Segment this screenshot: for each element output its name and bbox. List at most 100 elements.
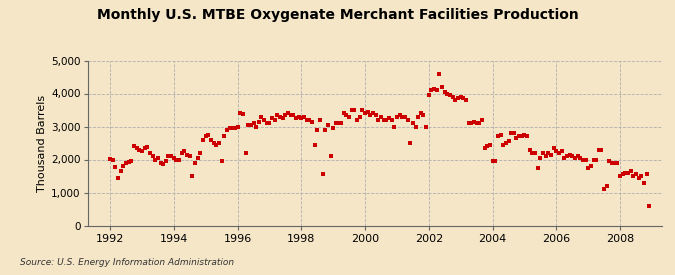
Point — [331, 121, 342, 125]
Point — [468, 119, 479, 124]
Point — [493, 134, 504, 139]
Point — [179, 149, 190, 153]
Point — [107, 158, 118, 162]
Point — [203, 133, 214, 137]
Point — [431, 88, 442, 92]
Point — [477, 118, 487, 122]
Point — [264, 121, 275, 125]
Point — [610, 161, 620, 165]
Point — [110, 164, 121, 169]
Point — [286, 113, 296, 117]
Point — [564, 152, 575, 157]
Point — [200, 134, 211, 139]
Point — [389, 124, 400, 129]
Point — [121, 161, 132, 165]
Point — [543, 151, 554, 155]
Point — [243, 123, 254, 127]
Point — [383, 116, 394, 120]
Point — [548, 146, 559, 150]
Point — [368, 111, 379, 116]
Point — [134, 147, 144, 152]
Point — [126, 159, 137, 163]
Point — [306, 119, 317, 124]
Point — [511, 136, 522, 140]
Point — [402, 118, 413, 122]
Point — [400, 114, 410, 119]
Point — [176, 151, 187, 155]
Point — [211, 142, 221, 147]
Point — [570, 156, 580, 160]
Point — [559, 156, 570, 160]
Point — [283, 111, 294, 116]
Point — [426, 88, 437, 92]
Point — [604, 159, 615, 163]
Point — [315, 118, 325, 122]
Point — [530, 151, 541, 155]
Point — [227, 126, 238, 130]
Point — [171, 158, 182, 162]
Point — [474, 121, 485, 125]
Point — [346, 108, 357, 112]
Point — [259, 118, 269, 122]
Point — [612, 161, 623, 165]
Point — [309, 142, 320, 147]
Point — [198, 138, 209, 142]
Point — [118, 164, 129, 168]
Point — [105, 157, 115, 161]
Point — [588, 157, 599, 162]
Point — [625, 169, 636, 173]
Point — [224, 126, 235, 130]
Point — [439, 90, 450, 94]
Point — [155, 161, 166, 165]
Point — [456, 95, 466, 99]
Point — [304, 118, 315, 122]
Point — [150, 157, 161, 162]
Point — [562, 154, 572, 158]
Point — [344, 114, 354, 119]
Point — [497, 142, 508, 147]
Point — [490, 159, 501, 163]
Point — [540, 154, 551, 158]
Point — [142, 145, 153, 149]
Point — [524, 147, 535, 152]
Point — [639, 180, 649, 185]
Point — [161, 159, 171, 163]
Point — [184, 154, 195, 158]
Point — [216, 159, 227, 163]
Point — [195, 151, 206, 155]
Point — [442, 91, 453, 96]
Point — [615, 174, 626, 178]
Point — [182, 152, 192, 157]
Point — [288, 113, 299, 117]
Point — [267, 116, 277, 120]
Point — [354, 114, 365, 119]
Point — [301, 118, 312, 122]
Point — [238, 112, 248, 116]
Point — [437, 85, 448, 89]
Point — [508, 131, 519, 135]
Point — [599, 187, 610, 191]
Point — [535, 156, 546, 160]
Point — [527, 151, 538, 155]
Point — [533, 166, 543, 170]
Point — [421, 124, 431, 129]
Point — [601, 184, 612, 188]
Point — [362, 109, 373, 114]
Point — [516, 134, 527, 139]
Point — [246, 123, 256, 127]
Point — [213, 141, 224, 145]
Point — [551, 149, 562, 153]
Point — [365, 113, 376, 117]
Point — [434, 72, 445, 76]
Point — [235, 111, 246, 116]
Point — [506, 131, 516, 135]
Point — [190, 161, 200, 165]
Point — [514, 134, 524, 139]
Point — [394, 113, 405, 117]
Point — [173, 157, 184, 162]
Point — [410, 124, 421, 129]
Point — [450, 98, 461, 102]
Point — [139, 146, 150, 150]
Point — [373, 118, 384, 122]
Point — [192, 156, 203, 160]
